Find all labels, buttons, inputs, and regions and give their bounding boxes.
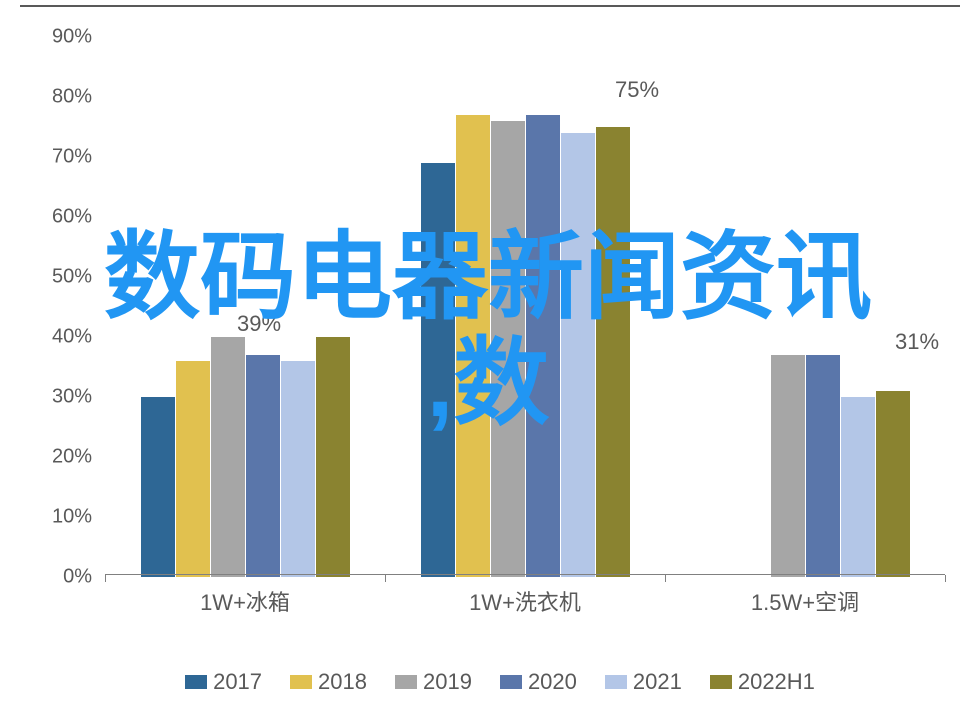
x-axis-category-label: 1W+洗衣机 — [385, 585, 665, 620]
bar — [841, 397, 875, 577]
bar — [876, 391, 910, 577]
bar — [806, 355, 840, 577]
legend-swatch — [290, 675, 312, 689]
chart-container: 0%10%20%30%40%50%60%70%80%90% 39%75%31% … — [20, 5, 960, 630]
legend-item: 2021 — [605, 669, 682, 695]
legend-swatch — [185, 675, 207, 689]
plot-area: 39% 75% 31% — [105, 37, 945, 577]
bar — [491, 121, 525, 577]
bar-group: 75% — [385, 37, 665, 577]
legend-label: 2021 — [633, 669, 682, 695]
y-axis-tick-label: 90% — [52, 26, 92, 49]
bar-data-label: 39% — [237, 311, 281, 337]
y-axis: 0%10%20%30%40%50%60%70%80%90% — [20, 37, 100, 577]
x-axis-line — [105, 574, 945, 575]
bar — [141, 397, 175, 577]
y-axis-tick-label: 0% — [63, 566, 92, 589]
bar — [421, 163, 455, 577]
bar-data-label: 31% — [895, 329, 939, 355]
y-axis-tick-label: 50% — [52, 266, 92, 289]
legend-label: 2020 — [528, 669, 577, 695]
legend-swatch — [605, 675, 627, 689]
bar — [211, 337, 245, 577]
bar-data-label: 75% — [615, 77, 659, 103]
bar — [176, 361, 210, 577]
legend-label: 2019 — [423, 669, 472, 695]
legend-item: 2022H1 — [710, 669, 815, 695]
y-axis-tick-label: 10% — [52, 506, 92, 529]
legend-swatch — [500, 675, 522, 689]
legend-label: 2017 — [213, 669, 262, 695]
legend-item: 2020 — [500, 669, 577, 695]
bar — [281, 361, 315, 577]
bar-group: 31% — [665, 37, 945, 577]
bar — [561, 133, 595, 577]
legend-item: 2018 — [290, 669, 367, 695]
bar — [246, 355, 280, 577]
x-axis-category-label: 1.5W+空调 — [665, 585, 945, 620]
legend: 2017 2018 2019 2020 2021 2022H1 — [60, 669, 940, 695]
bar — [316, 337, 350, 577]
bar — [771, 355, 805, 577]
legend-label: 2018 — [318, 669, 367, 695]
legend-swatch — [395, 675, 417, 689]
bar — [596, 127, 630, 577]
bars-region: 39% 75% 31% — [105, 37, 945, 577]
x-axis-tick-mark — [385, 575, 386, 582]
y-axis-tick-label: 80% — [52, 86, 92, 109]
bar-group: 39% — [105, 37, 385, 577]
y-axis-tick-label: 30% — [52, 386, 92, 409]
x-axis-tick-mark — [105, 575, 106, 582]
x-axis-labels: 1W+冰箱1W+洗衣机1.5W+空调 — [105, 585, 945, 620]
y-axis-tick-label: 40% — [52, 326, 92, 349]
y-axis-tick-label: 70% — [52, 146, 92, 169]
y-axis-tick-label: 20% — [52, 446, 92, 469]
legend-label: 2022H1 — [738, 669, 815, 695]
bar — [526, 115, 560, 577]
legend-swatch — [710, 675, 732, 689]
legend-item: 2019 — [395, 669, 472, 695]
legend-item: 2017 — [185, 669, 262, 695]
x-axis-tick-mark — [665, 575, 666, 582]
x-axis-tick-mark — [945, 575, 946, 582]
x-axis-category-label: 1W+冰箱 — [105, 585, 385, 620]
bar — [456, 115, 490, 577]
y-axis-tick-label: 60% — [52, 206, 92, 229]
